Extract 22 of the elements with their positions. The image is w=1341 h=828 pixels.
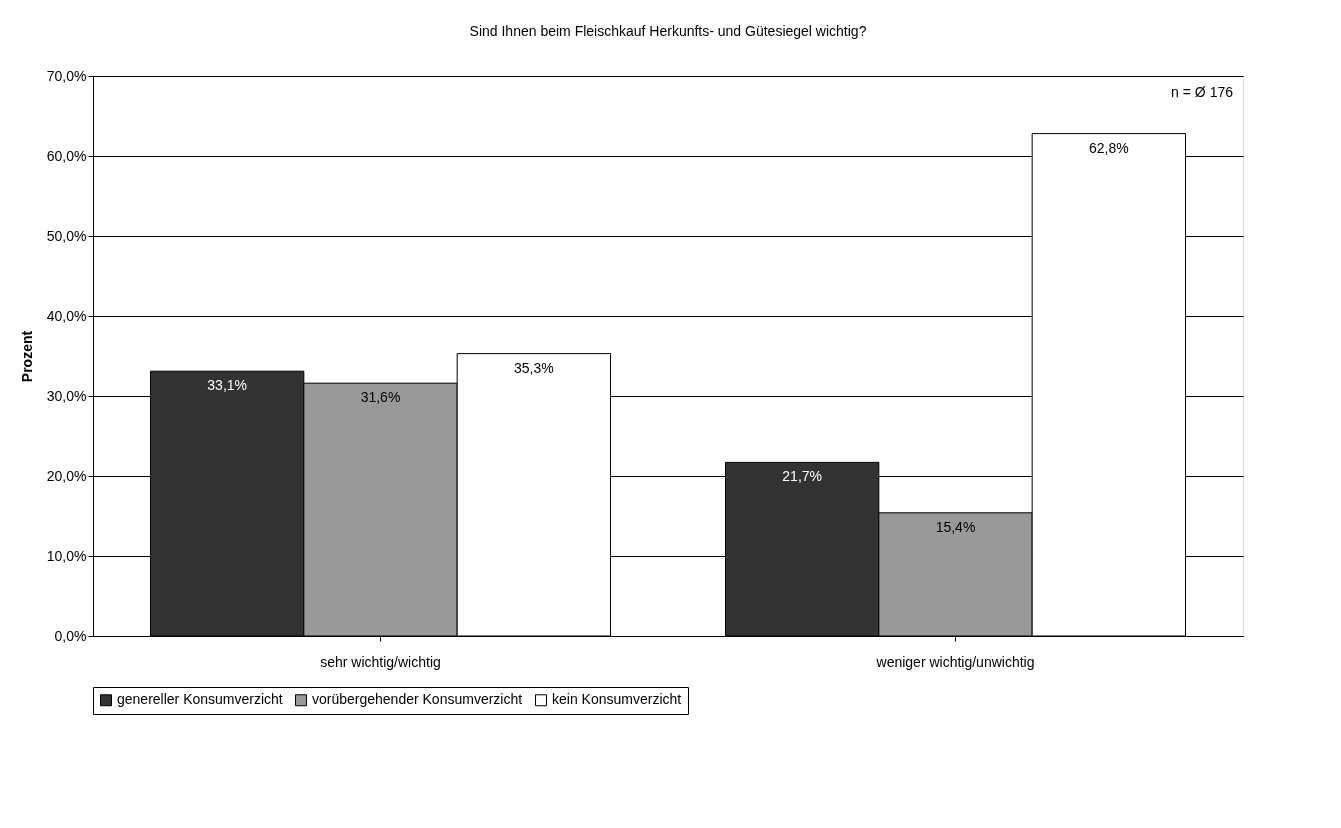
y-tick-label: 40,0% (46, 307, 87, 324)
data-label: 33,1% (207, 377, 248, 394)
y-tick-label: 10,0% (46, 547, 87, 564)
y-tick-label: 70,0% (46, 67, 87, 84)
annotation: n = Ø 176 (1171, 84, 1234, 100)
data-label: 62,8% (1088, 139, 1129, 156)
y-tick-label: 50,0% (46, 227, 87, 244)
y-tick-label: 60,0% (46, 147, 87, 164)
x-tick-label: weniger wichtig/unwichtig (875, 653, 1035, 670)
data-label: 31,6% (360, 389, 401, 406)
data-label: 35,3% (513, 359, 554, 376)
legend-label: kein Konsumverzicht (552, 691, 682, 708)
legend-label: vorübergehender Konsumverzicht (312, 691, 523, 708)
chart-title: Sind Ihnen beim Fleischkauf Herkunfts- und Gütesiegel wichtig? (469, 23, 867, 39)
legend-label: genereller Konsumverzicht (117, 691, 283, 708)
y-tick-label: 30,0% (46, 387, 87, 404)
x-tick-label: sehr wichtig/wichtig (320, 653, 441, 670)
data-label: 21,7% (782, 468, 823, 485)
y-tick-label: 0,0% (54, 627, 87, 644)
y-tick-label: 20,0% (46, 467, 87, 484)
y-axis-title: Prozent (18, 330, 35, 383)
data-label: 15,4% (935, 518, 976, 535)
